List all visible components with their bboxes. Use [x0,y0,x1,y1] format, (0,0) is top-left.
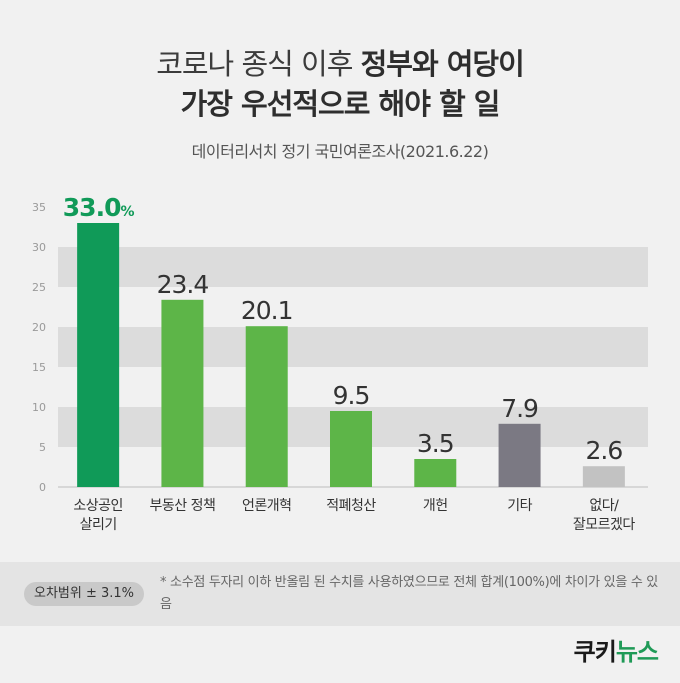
grid-band [58,327,648,367]
y-tick-label: 15 [32,361,46,374]
data-label: 20.1 [241,296,293,325]
bar [161,299,204,487]
bar [582,466,625,487]
footnote-bar: 오차범위 ± 3.1% * 소수점 두자리 이하 반올림 된 수치를 사용하였으… [0,562,680,626]
x-tick-label: 개헌 [423,498,448,514]
data-label: 9.5 [333,381,370,410]
chart-title: 코로나 종식 이후 정부와 여당이 가장 우선적으로 해야 할 일 [0,44,680,124]
data-label: 23.4 [157,270,209,299]
title-normal-text: 코로나 종식 이후 [156,47,361,81]
x-tick-label: 부동산 정책 [149,498,215,514]
bar [77,223,120,487]
bar [498,423,541,487]
title-line-2-text: 가장 우선적으로 해야 할 일 [180,87,501,121]
data-label: 2.6 [585,436,622,465]
x-tick-label: 적폐청산 [326,498,376,514]
data-label-unit: % [120,204,134,220]
brand-name-part1: 쿠키 [573,638,617,666]
data-label: 7.9 [501,394,538,423]
chart-subtitle: 데이터리서치 정기 국민여론조사(2021.6.22) [191,142,489,161]
y-tick-label: 5 [39,441,46,454]
title-line-1: 코로나 종식 이후 정부와 여당이 [0,44,680,84]
bar [245,326,288,487]
bar [330,411,372,487]
brand-name-part2: 뉴스 [615,638,659,666]
x-tick-label: 살리기 [80,517,117,533]
bar [414,459,457,487]
x-tick-label: 소상공인 [73,498,123,514]
error-margin-badge: 오차범위 ± 3.1% [24,582,145,606]
data-label: 33.0% [63,193,135,222]
y-tick-label: 10 [32,401,46,414]
y-tick-label: 35 [32,201,46,214]
y-tick-label: 20 [32,321,46,334]
footnote-text: * 소수점 두자리 이하 반올림 된 수치를 사용하였으므로 전체 합계(100… [160,575,658,612]
x-tick-label: 언론개혁 [242,498,292,514]
x-tick-label: 잘모르겠다 [573,517,636,533]
data-label: 3.5 [417,429,454,458]
y-tick-label: 30 [32,241,46,254]
title-bold-text: 정부와 여당이 [360,47,525,81]
x-tick-label: 기타 [507,498,532,514]
x-tick-label: 없다/ [589,498,619,514]
grid-band [58,247,648,287]
y-tick-label: 0 [39,481,46,494]
title-line-2: 가장 우선적으로 해야 할 일 [0,84,680,124]
y-tick-label: 25 [32,281,46,294]
brand-logo: 쿠키뉴스 [573,632,659,667]
